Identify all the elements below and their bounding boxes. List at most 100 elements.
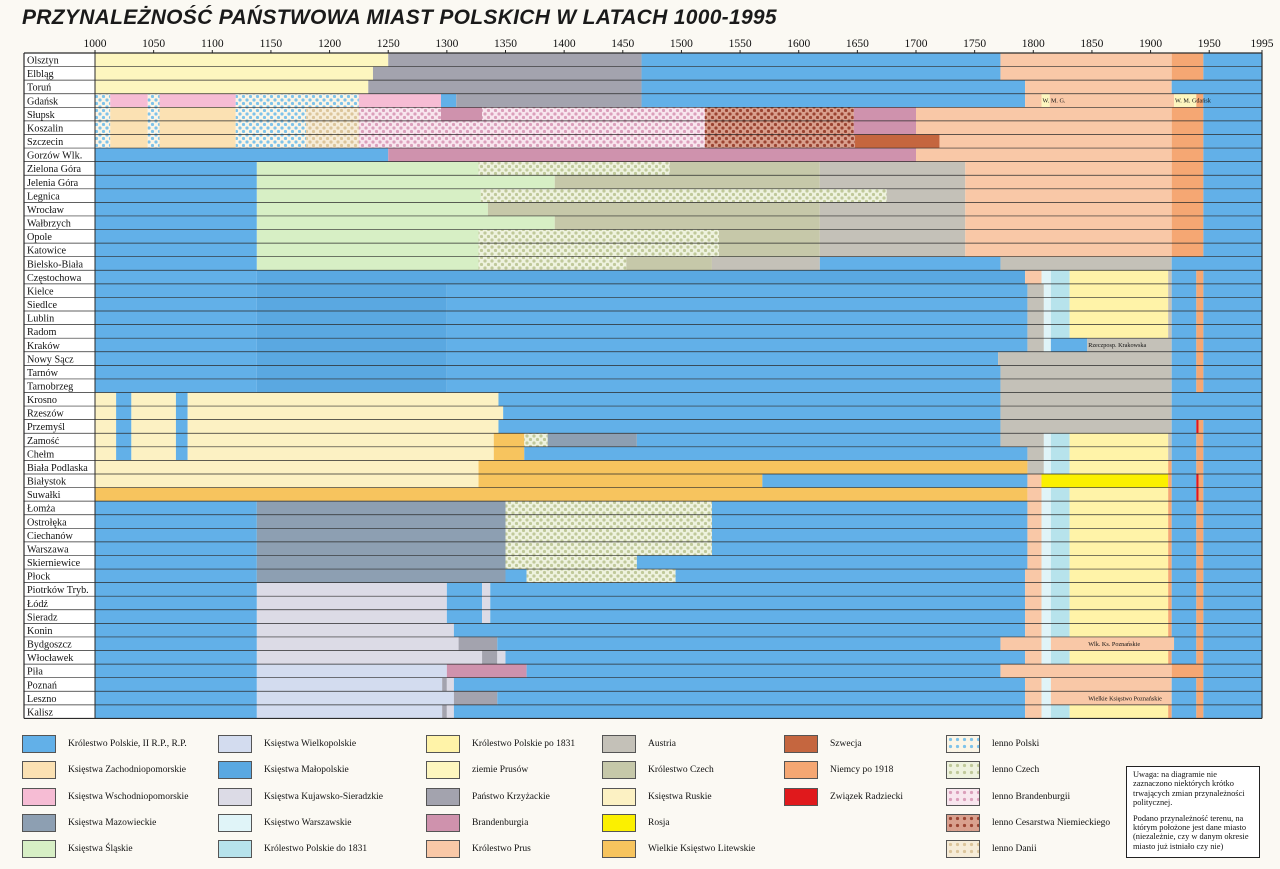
bar-segment bbox=[1171, 338, 1197, 352]
bar-segment bbox=[524, 433, 548, 447]
bar-segment bbox=[95, 215, 257, 230]
bar-segment bbox=[1203, 324, 1262, 339]
bar-segment bbox=[110, 107, 148, 121]
bar-segment bbox=[95, 446, 117, 461]
chart-title: PRZYNALEŻNOŚĆ PAŃSTWOWA MIAST POLSKICH W… bbox=[22, 6, 777, 29]
bar-segment bbox=[1203, 609, 1262, 624]
bar-segment bbox=[1027, 528, 1042, 542]
bar-segment bbox=[95, 664, 257, 678]
bar-segment bbox=[1198, 487, 1204, 502]
city-label: Siedlce bbox=[27, 300, 57, 311]
legend-item: Księstwa Śląskie bbox=[22, 840, 133, 858]
bar-segment bbox=[965, 161, 1172, 176]
bar-segment bbox=[1203, 297, 1262, 312]
bar-segment bbox=[965, 175, 1172, 189]
bar-segment bbox=[446, 664, 527, 678]
bar-segment bbox=[1041, 636, 1051, 651]
bar-segment bbox=[1050, 446, 1070, 461]
bar-segment bbox=[1025, 609, 1042, 624]
bar-segment bbox=[1168, 460, 1172, 474]
bar-segment bbox=[256, 283, 447, 298]
bar-segment bbox=[95, 569, 257, 583]
bar-segment bbox=[1196, 433, 1204, 447]
bar-segment bbox=[453, 704, 1026, 719]
bar-segment bbox=[1203, 188, 1262, 203]
bar-segment bbox=[1027, 473, 1042, 488]
bar-segment bbox=[1050, 297, 1070, 312]
bar-segment bbox=[256, 256, 479, 271]
bar-segment bbox=[1069, 446, 1169, 461]
bar-segment bbox=[1203, 202, 1262, 216]
bar-segment bbox=[1069, 487, 1169, 502]
city-label: Warszawa bbox=[27, 544, 69, 555]
bar-segment bbox=[256, 311, 447, 325]
bar-segment bbox=[95, 53, 389, 67]
bar-segment bbox=[554, 215, 820, 230]
bar-segment bbox=[704, 120, 854, 135]
bar-segment bbox=[116, 446, 132, 461]
bar-segment bbox=[159, 120, 236, 135]
legend-swatch bbox=[218, 735, 252, 753]
bar-segment bbox=[147, 134, 160, 149]
bar-segment bbox=[1043, 338, 1051, 352]
city-label: Zamość bbox=[27, 436, 60, 447]
bar-segment bbox=[636, 555, 1028, 570]
bar-segment bbox=[1041, 541, 1051, 556]
bar-segment bbox=[1050, 704, 1070, 719]
note-text-2: Podano przynależność terenu, na którym p… bbox=[1133, 813, 1249, 851]
bar-segment bbox=[1041, 582, 1051, 597]
bar-segment bbox=[1203, 120, 1262, 135]
bar-segment bbox=[1203, 677, 1262, 692]
bar-segment bbox=[256, 297, 447, 312]
bar-segment bbox=[256, 270, 1026, 284]
bar-segment bbox=[819, 243, 966, 257]
bar-segment bbox=[1041, 650, 1051, 665]
annotation-label: Wlk. Ks. Poznańskie bbox=[1088, 641, 1140, 648]
bar-segment bbox=[675, 569, 1026, 583]
legend-item: Księstwa Zachodniopomorskie bbox=[22, 761, 186, 779]
bar-segment bbox=[95, 120, 111, 135]
bar-segment bbox=[95, 501, 257, 515]
bar-segment bbox=[1025, 623, 1042, 637]
bar-segment bbox=[711, 514, 1028, 529]
bar-segment bbox=[478, 161, 670, 176]
bar-segment bbox=[1168, 283, 1172, 298]
bar-segment bbox=[1000, 378, 1172, 393]
bar-segment bbox=[1168, 555, 1172, 570]
bar-segment bbox=[368, 80, 642, 94]
bar-segment bbox=[505, 569, 527, 583]
bar-segment bbox=[1000, 66, 1172, 81]
bar-segment bbox=[1050, 311, 1070, 325]
bar-segment bbox=[1043, 324, 1051, 339]
city-label: Krosno bbox=[27, 395, 57, 406]
legend-item: lenno Cesarstwa Niemieckiego bbox=[946, 814, 1110, 832]
bar-segment bbox=[1196, 297, 1204, 312]
bar-segment bbox=[1171, 215, 1204, 230]
bar-segment bbox=[1196, 555, 1204, 570]
bar-segment bbox=[1027, 460, 1044, 474]
city-label: Toruń bbox=[27, 83, 51, 94]
x-tick-label: 1600 bbox=[787, 38, 810, 50]
city-label: Chełm bbox=[27, 449, 54, 460]
bar-segment bbox=[95, 311, 257, 325]
bar-segment bbox=[147, 93, 160, 108]
bar-segment bbox=[95, 107, 111, 121]
bar-segment bbox=[1171, 134, 1204, 149]
bar-segment bbox=[110, 134, 148, 149]
legend-item: Państwo Krzyżackie bbox=[426, 788, 550, 806]
legend-label: lenno Danii bbox=[992, 844, 1037, 854]
legend-label: Księstwa Małopolskie bbox=[264, 765, 349, 775]
bar-segment bbox=[1050, 569, 1070, 583]
bar-segment bbox=[1168, 501, 1172, 515]
bar-segment bbox=[1203, 53, 1262, 67]
bar-segment bbox=[95, 392, 117, 407]
city-label: Radom bbox=[27, 327, 57, 338]
bar-segment bbox=[1025, 596, 1042, 610]
city-label: Przemyśl bbox=[27, 422, 65, 433]
bar-segment bbox=[1168, 623, 1172, 637]
bar-segment bbox=[256, 596, 447, 610]
city-label: Leszno bbox=[27, 694, 56, 705]
bar-segment bbox=[1171, 256, 1262, 271]
bar-segment bbox=[505, 555, 637, 570]
bar-segment bbox=[1027, 446, 1044, 461]
